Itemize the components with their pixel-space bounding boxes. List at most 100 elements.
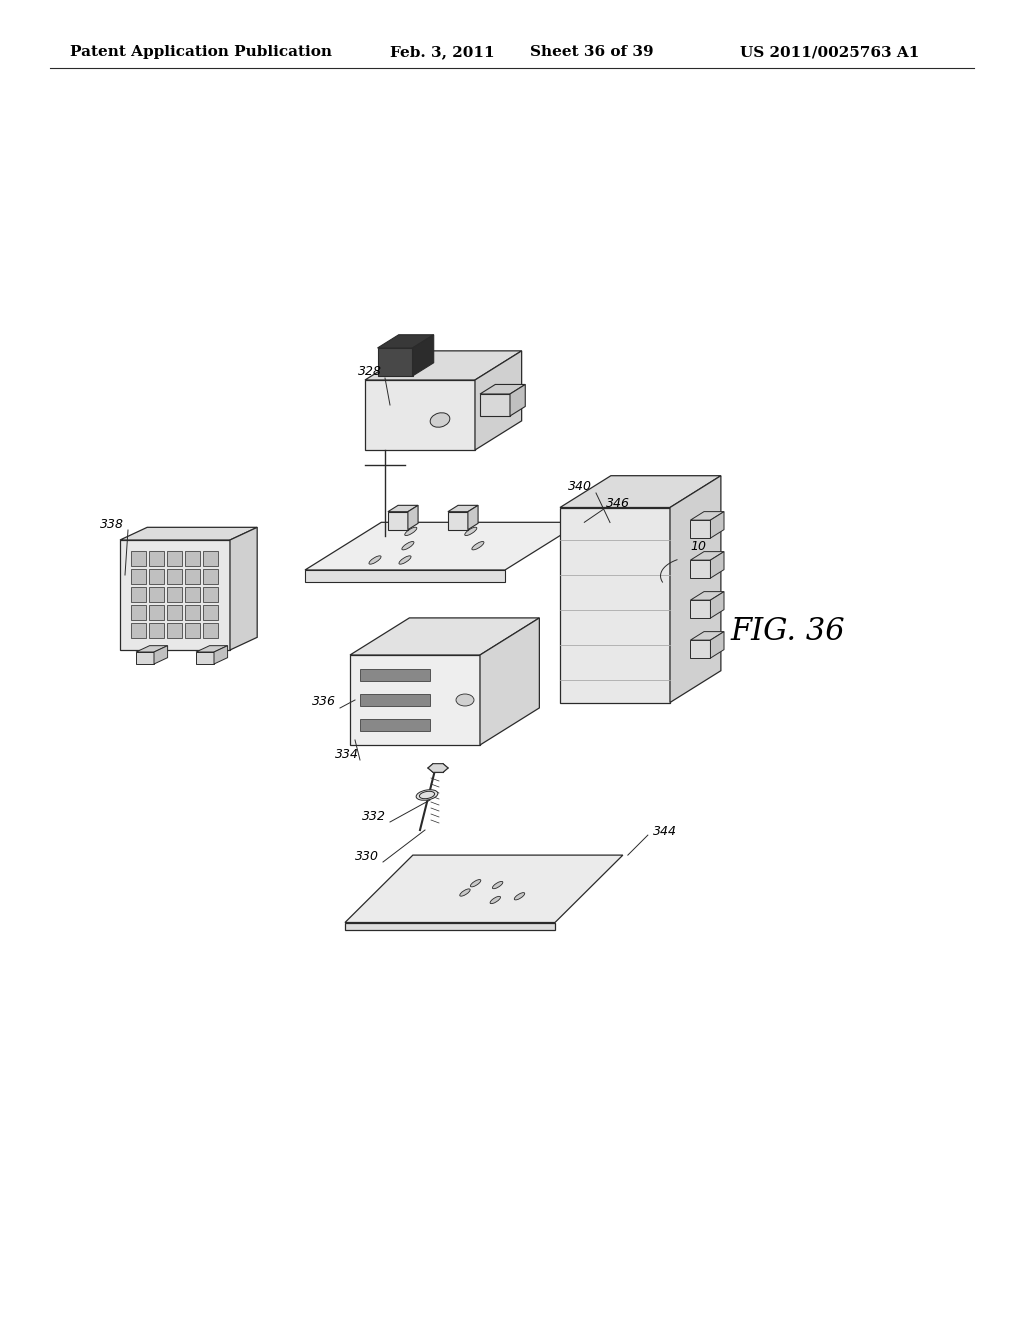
Ellipse shape	[401, 541, 414, 550]
Polygon shape	[120, 527, 257, 540]
Polygon shape	[185, 623, 200, 638]
Polygon shape	[711, 512, 724, 539]
Polygon shape	[378, 335, 434, 348]
Polygon shape	[365, 380, 475, 450]
Polygon shape	[711, 632, 724, 659]
Polygon shape	[365, 351, 521, 380]
Ellipse shape	[369, 556, 381, 564]
Polygon shape	[690, 512, 724, 520]
Polygon shape	[203, 623, 218, 638]
Polygon shape	[150, 605, 164, 620]
Polygon shape	[408, 506, 418, 529]
Ellipse shape	[493, 882, 503, 888]
Polygon shape	[167, 587, 182, 602]
Polygon shape	[185, 587, 200, 602]
Ellipse shape	[472, 541, 484, 550]
Ellipse shape	[470, 879, 481, 887]
Polygon shape	[690, 591, 724, 601]
Ellipse shape	[456, 694, 474, 706]
Text: 338: 338	[100, 517, 124, 531]
Ellipse shape	[404, 527, 417, 536]
Text: Sheet 36 of 39: Sheet 36 of 39	[530, 45, 653, 59]
Text: 328: 328	[358, 366, 382, 378]
Polygon shape	[167, 605, 182, 620]
Polygon shape	[560, 475, 721, 507]
Polygon shape	[203, 550, 218, 566]
Ellipse shape	[460, 888, 470, 896]
Polygon shape	[447, 512, 468, 529]
Ellipse shape	[399, 556, 411, 564]
Polygon shape	[480, 618, 540, 744]
Polygon shape	[131, 550, 146, 566]
Polygon shape	[690, 601, 711, 618]
Text: 330: 330	[355, 850, 379, 863]
Polygon shape	[136, 652, 154, 664]
Polygon shape	[360, 694, 430, 706]
Polygon shape	[305, 570, 505, 582]
Polygon shape	[350, 655, 480, 744]
Polygon shape	[360, 719, 430, 731]
Ellipse shape	[416, 789, 438, 800]
Polygon shape	[690, 520, 711, 539]
Polygon shape	[131, 605, 146, 620]
Ellipse shape	[465, 527, 477, 536]
Polygon shape	[510, 384, 525, 416]
Polygon shape	[203, 605, 218, 620]
Polygon shape	[345, 923, 555, 931]
Polygon shape	[480, 393, 510, 416]
Polygon shape	[185, 605, 200, 620]
Polygon shape	[345, 855, 623, 923]
Polygon shape	[185, 550, 200, 566]
Polygon shape	[131, 623, 146, 638]
Polygon shape	[203, 569, 218, 583]
Polygon shape	[690, 560, 711, 578]
Polygon shape	[428, 764, 449, 772]
Text: FIG. 36: FIG. 36	[730, 616, 845, 647]
Polygon shape	[230, 527, 257, 649]
Polygon shape	[196, 652, 214, 664]
Text: 334: 334	[335, 748, 359, 762]
Polygon shape	[305, 523, 582, 570]
Ellipse shape	[430, 413, 450, 428]
Polygon shape	[480, 384, 525, 393]
Text: 336: 336	[312, 696, 336, 708]
Polygon shape	[670, 475, 721, 702]
Polygon shape	[468, 506, 478, 529]
Polygon shape	[167, 569, 182, 583]
Polygon shape	[711, 591, 724, 618]
Polygon shape	[690, 632, 724, 640]
Polygon shape	[475, 351, 521, 450]
Polygon shape	[388, 506, 418, 512]
Polygon shape	[690, 640, 711, 659]
Polygon shape	[350, 618, 540, 655]
Text: US 2011/0025763 A1: US 2011/0025763 A1	[740, 45, 920, 59]
Polygon shape	[185, 569, 200, 583]
Ellipse shape	[420, 791, 434, 799]
Polygon shape	[214, 645, 227, 664]
Polygon shape	[413, 335, 434, 376]
Polygon shape	[136, 645, 168, 652]
Polygon shape	[196, 645, 227, 652]
Polygon shape	[150, 623, 164, 638]
Polygon shape	[388, 512, 408, 529]
Ellipse shape	[514, 892, 524, 900]
Ellipse shape	[490, 896, 501, 904]
Polygon shape	[150, 587, 164, 602]
Polygon shape	[360, 669, 430, 681]
Polygon shape	[560, 507, 670, 702]
Text: Feb. 3, 2011: Feb. 3, 2011	[390, 45, 495, 59]
Polygon shape	[690, 552, 724, 560]
Polygon shape	[378, 348, 413, 376]
Polygon shape	[447, 506, 478, 512]
Polygon shape	[167, 550, 182, 566]
Text: 10: 10	[690, 540, 706, 553]
Polygon shape	[203, 587, 218, 602]
Polygon shape	[131, 569, 146, 583]
Text: Patent Application Publication: Patent Application Publication	[70, 45, 332, 59]
Text: 340: 340	[568, 480, 592, 492]
Text: 332: 332	[362, 810, 386, 822]
Polygon shape	[167, 623, 182, 638]
Polygon shape	[150, 550, 164, 566]
Text: 346: 346	[606, 498, 631, 511]
Polygon shape	[154, 645, 168, 664]
